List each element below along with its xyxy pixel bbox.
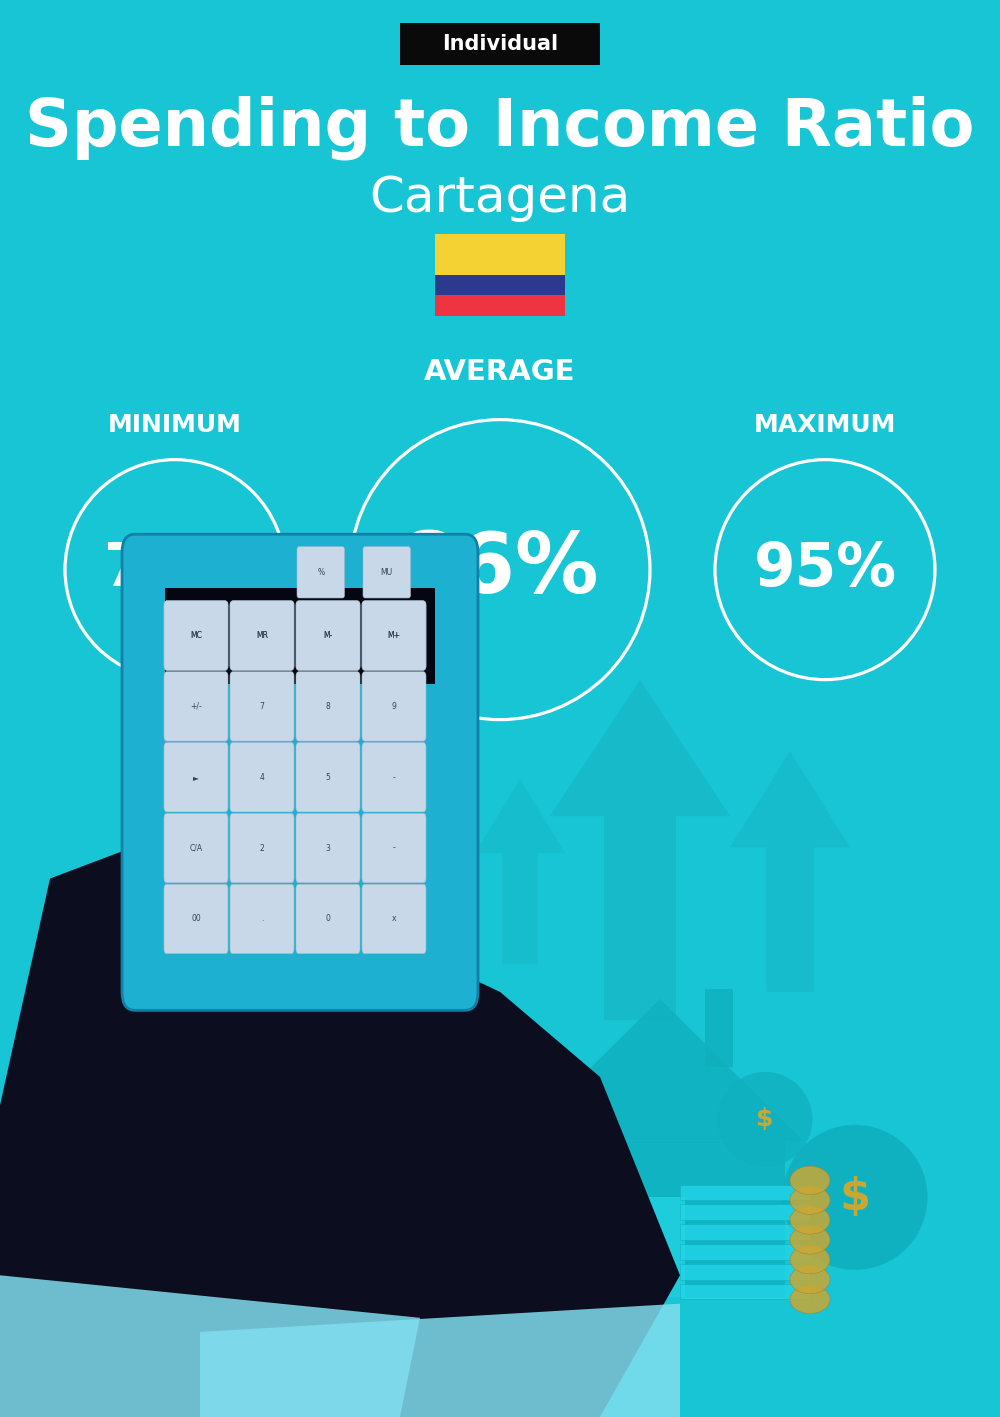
- Text: C/A: C/A: [189, 843, 203, 853]
- FancyBboxPatch shape: [680, 1185, 810, 1200]
- FancyBboxPatch shape: [296, 601, 360, 670]
- Text: 2: 2: [260, 843, 264, 853]
- FancyBboxPatch shape: [164, 601, 228, 670]
- FancyBboxPatch shape: [296, 884, 360, 954]
- FancyBboxPatch shape: [362, 743, 426, 812]
- Text: MU: MU: [381, 568, 393, 577]
- Polygon shape: [550, 680, 730, 1020]
- FancyBboxPatch shape: [362, 601, 426, 670]
- Text: 0: 0: [326, 914, 330, 924]
- Text: 3: 3: [326, 843, 330, 853]
- Text: MR: MR: [256, 631, 268, 640]
- FancyBboxPatch shape: [435, 275, 565, 296]
- FancyBboxPatch shape: [680, 1224, 810, 1240]
- Text: M+: M+: [388, 631, 400, 640]
- FancyBboxPatch shape: [680, 1204, 810, 1220]
- FancyBboxPatch shape: [362, 601, 426, 670]
- FancyBboxPatch shape: [296, 601, 360, 670]
- Text: -: -: [393, 843, 395, 853]
- Text: 7: 7: [260, 701, 264, 711]
- FancyBboxPatch shape: [122, 534, 478, 1010]
- FancyBboxPatch shape: [230, 601, 294, 670]
- Text: MR: MR: [256, 631, 268, 640]
- FancyBboxPatch shape: [297, 547, 344, 598]
- Text: 4: 4: [260, 772, 264, 782]
- FancyBboxPatch shape: [164, 813, 228, 883]
- FancyBboxPatch shape: [230, 743, 294, 812]
- FancyBboxPatch shape: [363, 547, 411, 598]
- Ellipse shape: [790, 1206, 830, 1234]
- Text: M-: M-: [323, 631, 333, 640]
- Ellipse shape: [790, 1246, 830, 1274]
- Ellipse shape: [790, 1166, 830, 1195]
- FancyBboxPatch shape: [435, 234, 565, 275]
- Text: -: -: [393, 772, 395, 782]
- Text: 5: 5: [326, 772, 330, 782]
- Polygon shape: [0, 1275, 420, 1417]
- FancyBboxPatch shape: [435, 296, 565, 316]
- FancyBboxPatch shape: [362, 813, 426, 883]
- FancyBboxPatch shape: [362, 672, 426, 741]
- Text: MINIMUM: MINIMUM: [108, 412, 242, 436]
- Polygon shape: [200, 1304, 680, 1417]
- FancyBboxPatch shape: [164, 672, 228, 741]
- Text: ►: ►: [193, 772, 199, 782]
- Text: $: $: [840, 1176, 870, 1219]
- Text: 00: 00: [191, 914, 201, 924]
- Text: 9: 9: [392, 701, 396, 711]
- Text: %: %: [317, 568, 324, 577]
- FancyBboxPatch shape: [296, 672, 360, 741]
- Polygon shape: [517, 999, 803, 1141]
- Text: MC: MC: [190, 631, 202, 640]
- Text: M+: M+: [388, 631, 400, 640]
- FancyBboxPatch shape: [165, 588, 435, 684]
- Polygon shape: [80, 935, 680, 1417]
- Text: .: .: [261, 914, 263, 924]
- Text: AVERAGE: AVERAGE: [424, 357, 576, 385]
- FancyBboxPatch shape: [230, 884, 294, 954]
- Text: MC: MC: [190, 631, 202, 640]
- FancyBboxPatch shape: [680, 1244, 810, 1260]
- Text: M-: M-: [323, 631, 333, 640]
- FancyBboxPatch shape: [296, 743, 360, 812]
- FancyBboxPatch shape: [230, 813, 294, 883]
- FancyBboxPatch shape: [164, 601, 228, 670]
- Ellipse shape: [782, 1125, 928, 1270]
- Ellipse shape: [718, 1071, 812, 1168]
- FancyBboxPatch shape: [535, 1141, 785, 1297]
- Ellipse shape: [790, 1226, 830, 1254]
- Text: 95%: 95%: [754, 540, 896, 599]
- Text: 79%: 79%: [104, 540, 246, 599]
- FancyBboxPatch shape: [635, 1197, 685, 1297]
- FancyBboxPatch shape: [230, 601, 294, 670]
- Text: $: $: [756, 1108, 774, 1131]
- Text: x: x: [392, 914, 396, 924]
- Text: 8: 8: [326, 701, 330, 711]
- Ellipse shape: [790, 1265, 830, 1294]
- Text: Cartagena: Cartagena: [369, 174, 631, 222]
- FancyBboxPatch shape: [230, 672, 294, 741]
- Text: +/-: +/-: [190, 701, 202, 711]
- Polygon shape: [730, 751, 850, 992]
- FancyBboxPatch shape: [296, 813, 360, 883]
- Text: MAXIMUM: MAXIMUM: [754, 412, 896, 436]
- Ellipse shape: [790, 1285, 830, 1314]
- FancyBboxPatch shape: [400, 23, 600, 65]
- Text: 86%: 86%: [400, 529, 600, 611]
- Ellipse shape: [790, 1186, 830, 1214]
- FancyBboxPatch shape: [680, 1284, 810, 1299]
- FancyBboxPatch shape: [164, 743, 228, 812]
- Polygon shape: [0, 822, 550, 1417]
- Text: Spending to Income Ratio: Spending to Income Ratio: [25, 95, 975, 160]
- Text: Individual: Individual: [442, 34, 558, 54]
- FancyBboxPatch shape: [705, 989, 733, 1067]
- FancyBboxPatch shape: [680, 1264, 810, 1280]
- Polygon shape: [475, 779, 565, 964]
- FancyBboxPatch shape: [164, 884, 228, 954]
- FancyBboxPatch shape: [362, 884, 426, 954]
